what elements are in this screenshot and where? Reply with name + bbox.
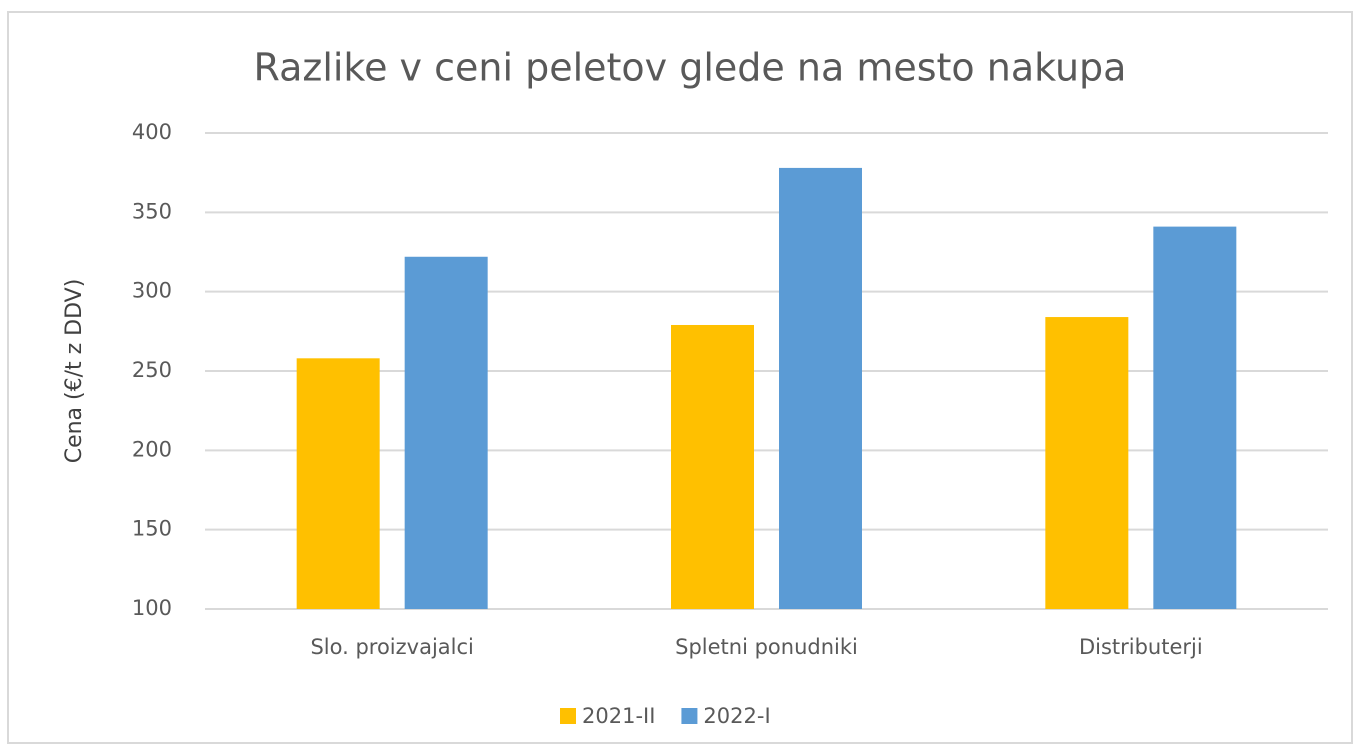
x-tick-label: Slo. proizvajalci	[310, 635, 473, 659]
bar	[1153, 226, 1237, 609]
bar	[779, 167, 862, 609]
y-tick-label: 300	[132, 279, 172, 303]
y-tick-label: 150	[132, 517, 172, 541]
y-tick-label: 200	[132, 437, 172, 461]
bar	[296, 358, 380, 609]
y-tick-label: 400	[132, 120, 172, 144]
bar	[404, 256, 488, 609]
x-tick-label: Spletni ponudniki	[675, 635, 858, 659]
legend-swatch	[681, 708, 698, 724]
y-tick-label: 250	[132, 358, 172, 382]
legend-label: 2021-II	[582, 704, 655, 728]
legend-swatch	[560, 708, 576, 724]
bar	[671, 324, 754, 609]
chart-title: Razlike v ceni peletov glede na mesto na…	[254, 46, 1127, 90]
bar	[1045, 317, 1129, 609]
y-tick-label: 350	[132, 199, 172, 223]
legend-label: 2022-I	[703, 704, 770, 728]
y-tick-label: 100	[132, 596, 172, 620]
x-tick-label: Distributerji	[1079, 635, 1203, 659]
y-axis-label: Cena (€/t z DDV)	[62, 279, 87, 464]
